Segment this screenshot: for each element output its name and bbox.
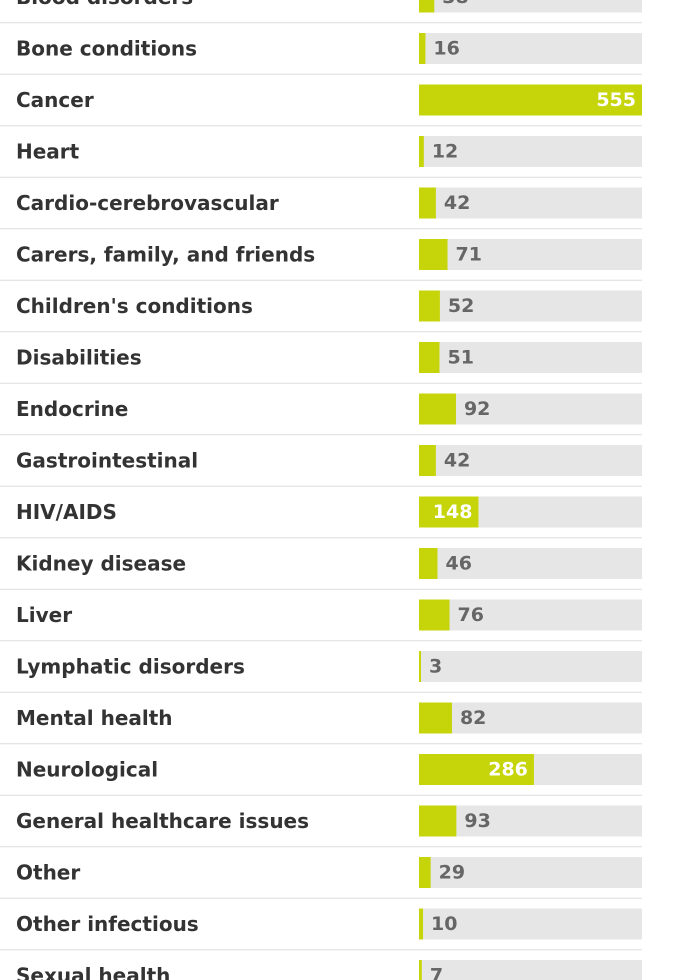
category-label: Cancer — [16, 88, 94, 112]
value-label: 16 — [433, 38, 459, 60]
table-row: Cardio-cerebrovascular 42 — [0, 187, 642, 230]
table-row: Gastrointestinal 42 — [0, 445, 642, 487]
category-label: Children's conditions — [16, 294, 253, 318]
value-label: 51 — [447, 347, 473, 369]
bar-track — [419, 857, 642, 888]
bar-track — [419, 702, 642, 734]
table-row: Endocrine 92 — [0, 393, 642, 436]
bar — [419, 496, 479, 528]
bar-track — [419, 239, 642, 270]
bar — [419, 599, 450, 631]
category-label: Sexual health — [16, 964, 170, 980]
table-row: General healthcare issues 93 — [0, 805, 642, 848]
table-row: Heart 12 — [0, 136, 642, 178]
bar-track — [419, 960, 642, 980]
bar — [419, 0, 435, 13]
table-row: Lymphatic disorders 3 — [0, 651, 642, 693]
bar-track — [419, 445, 642, 476]
category-label: Neurological — [16, 758, 158, 782]
bar — [419, 702, 452, 734]
bar — [419, 857, 431, 888]
bar-track — [419, 136, 642, 167]
table-row: Children's conditions 52 — [0, 290, 642, 333]
bar — [419, 290, 440, 322]
value-label: 82 — [460, 707, 486, 729]
value-label: 71 — [456, 244, 482, 266]
table-row: Mental health 82 — [0, 702, 642, 745]
value-label: 42 — [444, 192, 470, 214]
bar — [419, 393, 456, 425]
category-label: Gastrointestinal — [16, 449, 198, 473]
bar — [419, 33, 426, 64]
table-row: Blood disorders 38 — [0, 0, 642, 24]
bar — [419, 754, 534, 785]
bar-track — [419, 33, 642, 64]
bar — [419, 960, 422, 980]
value-label: 76 — [458, 604, 484, 626]
value-label: 12 — [432, 141, 458, 163]
value-label: 42 — [444, 450, 470, 472]
value-label: 10 — [431, 913, 457, 935]
category-label: Other — [16, 861, 80, 885]
bar — [419, 548, 438, 579]
bar-track — [419, 342, 642, 373]
bar-track — [419, 290, 642, 322]
category-label: Bone conditions — [16, 37, 197, 61]
table-row: Liver 76 — [0, 599, 642, 642]
table-row: Sexual health 7 — [16, 960, 642, 980]
value-label: 92 — [464, 398, 490, 420]
value-label: 148 — [433, 501, 473, 523]
category-label: General healthcare issues — [16, 809, 309, 833]
value-label: 3 — [429, 656, 442, 678]
bar-track — [419, 548, 642, 579]
value-label: 46 — [445, 553, 471, 575]
category-label: Carers, family, and friends — [16, 243, 315, 267]
table-row: Disabilities 51 — [0, 342, 642, 384]
category-label: Heart — [16, 140, 80, 164]
category-label: Blood disorders — [16, 0, 193, 9]
category-label: HIV/AIDS — [16, 500, 117, 524]
value-label: 555 — [596, 89, 636, 111]
table-row: Bone conditions 16 — [0, 33, 642, 75]
category-label: Mental health — [16, 706, 173, 730]
bar-track — [419, 0, 642, 13]
category-label: Disabilities — [16, 346, 142, 370]
bar-track — [419, 908, 642, 940]
value-label: 38 — [442, 0, 468, 8]
value-label: 286 — [488, 759, 528, 781]
table-row: Kidney disease 46 — [0, 548, 642, 590]
category-label: Kidney disease — [16, 552, 186, 576]
value-label: 93 — [464, 810, 490, 832]
category-label: Lymphatic disorders — [16, 655, 245, 679]
table-row: Neurological 286 — [0, 754, 642, 796]
value-label: 29 — [439, 862, 465, 884]
bar — [419, 342, 440, 373]
bar — [419, 136, 424, 167]
bar-track — [419, 393, 642, 425]
category-label: Liver — [16, 603, 72, 627]
bar — [419, 84, 642, 116]
category-label: Other infectious — [16, 912, 199, 936]
value-label: 52 — [448, 295, 474, 317]
table-row: Other infectious 10 — [0, 908, 642, 951]
bar — [419, 651, 421, 682]
bar — [419, 805, 457, 837]
table-row: Carers, family, and friends 71 — [0, 239, 642, 281]
bar — [419, 239, 448, 270]
bar — [419, 908, 424, 940]
category-label: Endocrine — [16, 397, 128, 421]
chart-rows: Blood disorders 38 Bone conditions 16 Cancer… — [0, 0, 642, 980]
bar — [419, 187, 436, 219]
bar-track — [419, 599, 642, 631]
bar — [419, 445, 436, 476]
bar-track — [419, 187, 642, 219]
table-row: HIV/AIDS 148 — [0, 496, 642, 539]
table-row: Other 29 — [0, 857, 642, 899]
table-row: Cancer 555 — [0, 84, 642, 127]
bar-track — [419, 651, 642, 682]
category-label: Cardio-cerebrovascular — [16, 191, 279, 215]
value-label: 7 — [430, 965, 443, 980]
